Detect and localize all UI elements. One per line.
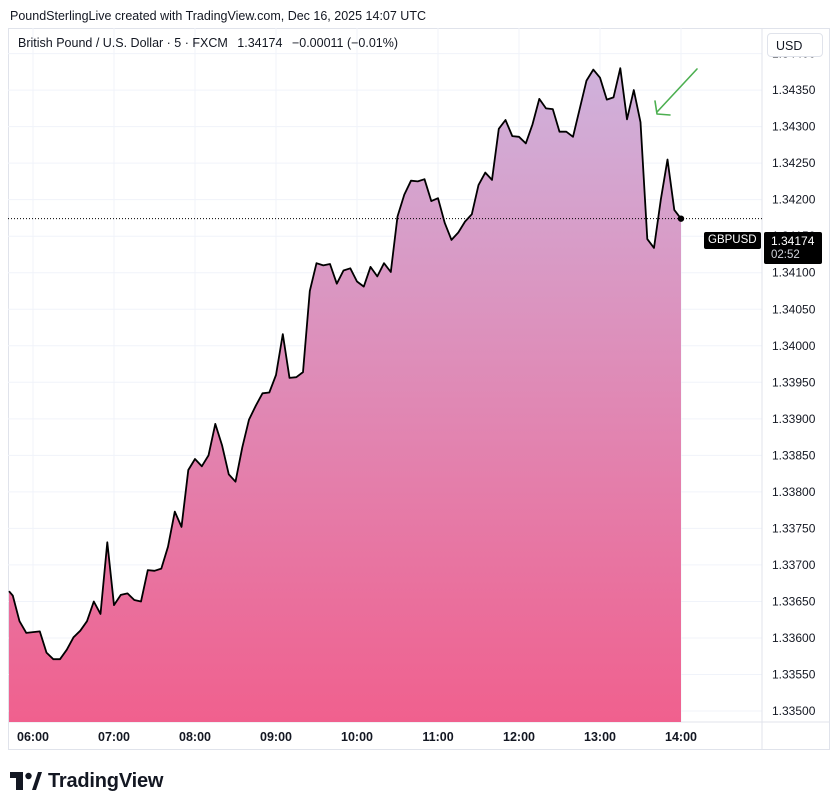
last-price-label: 1.34174 02:52 [764, 232, 822, 264]
chart-frame [8, 28, 830, 750]
x-tick-label: 07:00 [98, 730, 130, 744]
y-tick-label: 1.34000 [772, 339, 816, 353]
x-tick-label: 06:00 [17, 730, 49, 744]
x-tick-label: 08:00 [179, 730, 211, 744]
last-price-value: 1.34174 [771, 234, 815, 248]
series-legend: British Pound / U.S. Dollar · 5 · FXCM 1… [18, 36, 398, 50]
y-tick-label: 1.33600 [772, 631, 816, 645]
y-tick-label: 1.34300 [772, 120, 816, 134]
y-tick-label: 1.34100 [772, 266, 816, 280]
bar-countdown: 02:52 [771, 249, 800, 261]
y-tick-label: 1.33500 [772, 704, 816, 718]
legend-instrument: British Pound / U.S. Dollar · 5 · FXCM [18, 36, 228, 50]
tradingview-logo[interactable]: TradingView [10, 768, 163, 794]
x-tick-label: 14:00 [665, 730, 697, 744]
symbol-label: GBPUSD [704, 232, 761, 249]
y-tick-label: 1.33800 [772, 485, 816, 499]
time-axis: 06:00 07:00 08:00 09:00 10:00 11:00 12:00 13:00… [17, 730, 697, 744]
price-area-fill [9, 68, 681, 722]
x-tick-label: 12:00 [503, 730, 535, 744]
x-tick-label: 13:00 [584, 730, 616, 744]
annotation-arrow-icon [654, 68, 698, 116]
x-tick-label: 11:00 [422, 730, 453, 744]
y-tick-label: 1.33650 [772, 594, 816, 608]
y-tick-label: 1.34200 [772, 193, 816, 207]
y-tick-label: 1.33550 [772, 668, 816, 682]
y-tick-label: 1.33750 [772, 521, 816, 535]
last-price-marker [677, 215, 685, 222]
legend-change: −0.00011 (−0.01%) [291, 36, 399, 50]
legend-last-price: 1.34174 [237, 36, 283, 50]
price-line [8, 67, 682, 661]
y-tick-label: 1.34250 [772, 156, 816, 170]
x-tick-label: 09:00 [260, 730, 292, 744]
chart-attribution: PoundSterlingLive created with TradingVi… [10, 9, 426, 23]
price-axis: 1.33500 1.33550 1.33600 1.33650 1.33700 1.337… [772, 47, 816, 718]
y-tick-label: 1.33850 [772, 448, 816, 462]
x-tick-label: 10:00 [341, 730, 373, 744]
y-tick-label: 1.33900 [772, 412, 816, 426]
y-tick-label: 1.33950 [772, 375, 816, 389]
tradingview-logo-icon [10, 772, 42, 790]
y-tick-label: 1.34350 [772, 83, 816, 97]
currency-button[interactable]: USD [767, 33, 823, 57]
brand-wordmark: TradingView [48, 769, 164, 792]
y-tick-label: 1.34050 [772, 302, 816, 316]
y-tick-label: 1.33700 [772, 558, 816, 572]
